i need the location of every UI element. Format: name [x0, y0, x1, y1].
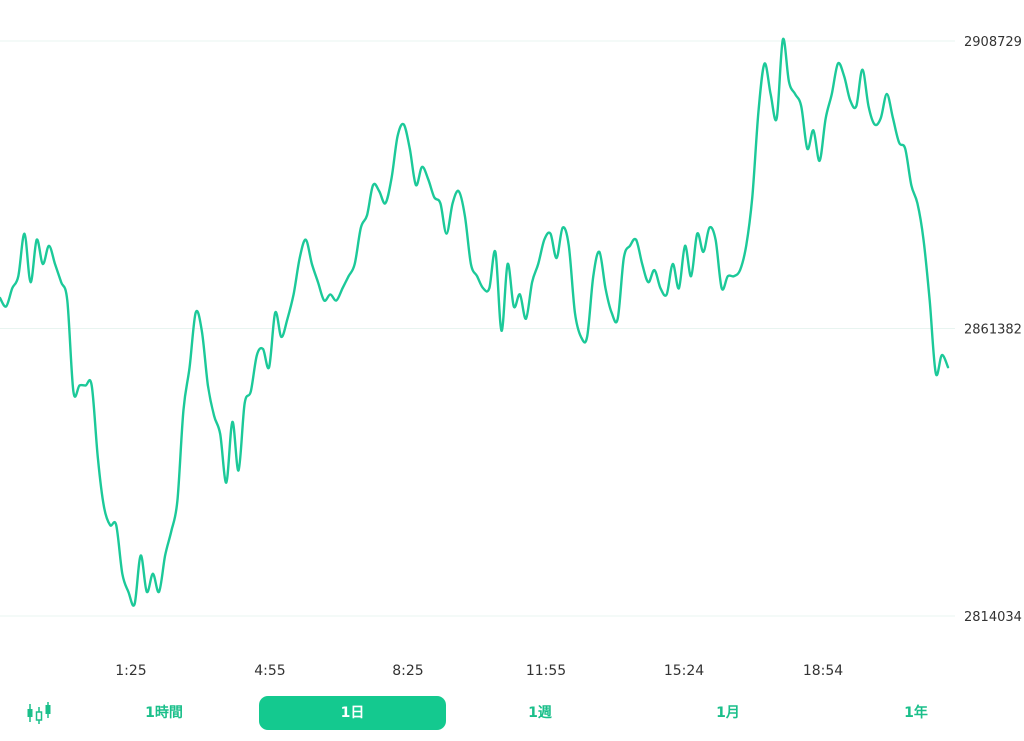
y-tick-label: 2814034: [964, 610, 1022, 625]
tab-1-day[interactable]: 1日: [259, 696, 446, 730]
x-tick-label: 11:55: [526, 663, 566, 679]
x-tick-label: 15:24: [664, 663, 704, 679]
x-tick-label: 4:55: [254, 663, 285, 679]
candlestick-chart-button[interactable]: [24, 700, 54, 726]
x-tick-label: 8:25: [392, 663, 423, 679]
tab-1-week[interactable]: 1週: [528, 705, 552, 721]
x-tick-label: 18:54: [803, 663, 843, 679]
candlestick-icon: [27, 702, 51, 724]
price-line: [0, 37, 950, 607]
tab-1-hour[interactable]: 1時間: [145, 705, 183, 721]
chart-grid: [0, 40, 955, 617]
tab-1-month[interactable]: 1月: [716, 705, 740, 721]
y-axis-labels: 2908729 2861382 2814034: [964, 35, 1022, 625]
timeframe-bar: 1時間 1日 1週 1月 1年: [0, 692, 1024, 736]
x-tick-label: 1:25: [115, 663, 146, 679]
x-axis-labels: 1:25 4:55 8:25 11:55 15:24 18:54: [115, 663, 843, 679]
tab-1-year[interactable]: 1年: [904, 705, 928, 721]
y-tick-label: 2861382: [964, 322, 1022, 337]
y-tick-label: 2908729: [964, 35, 1022, 50]
